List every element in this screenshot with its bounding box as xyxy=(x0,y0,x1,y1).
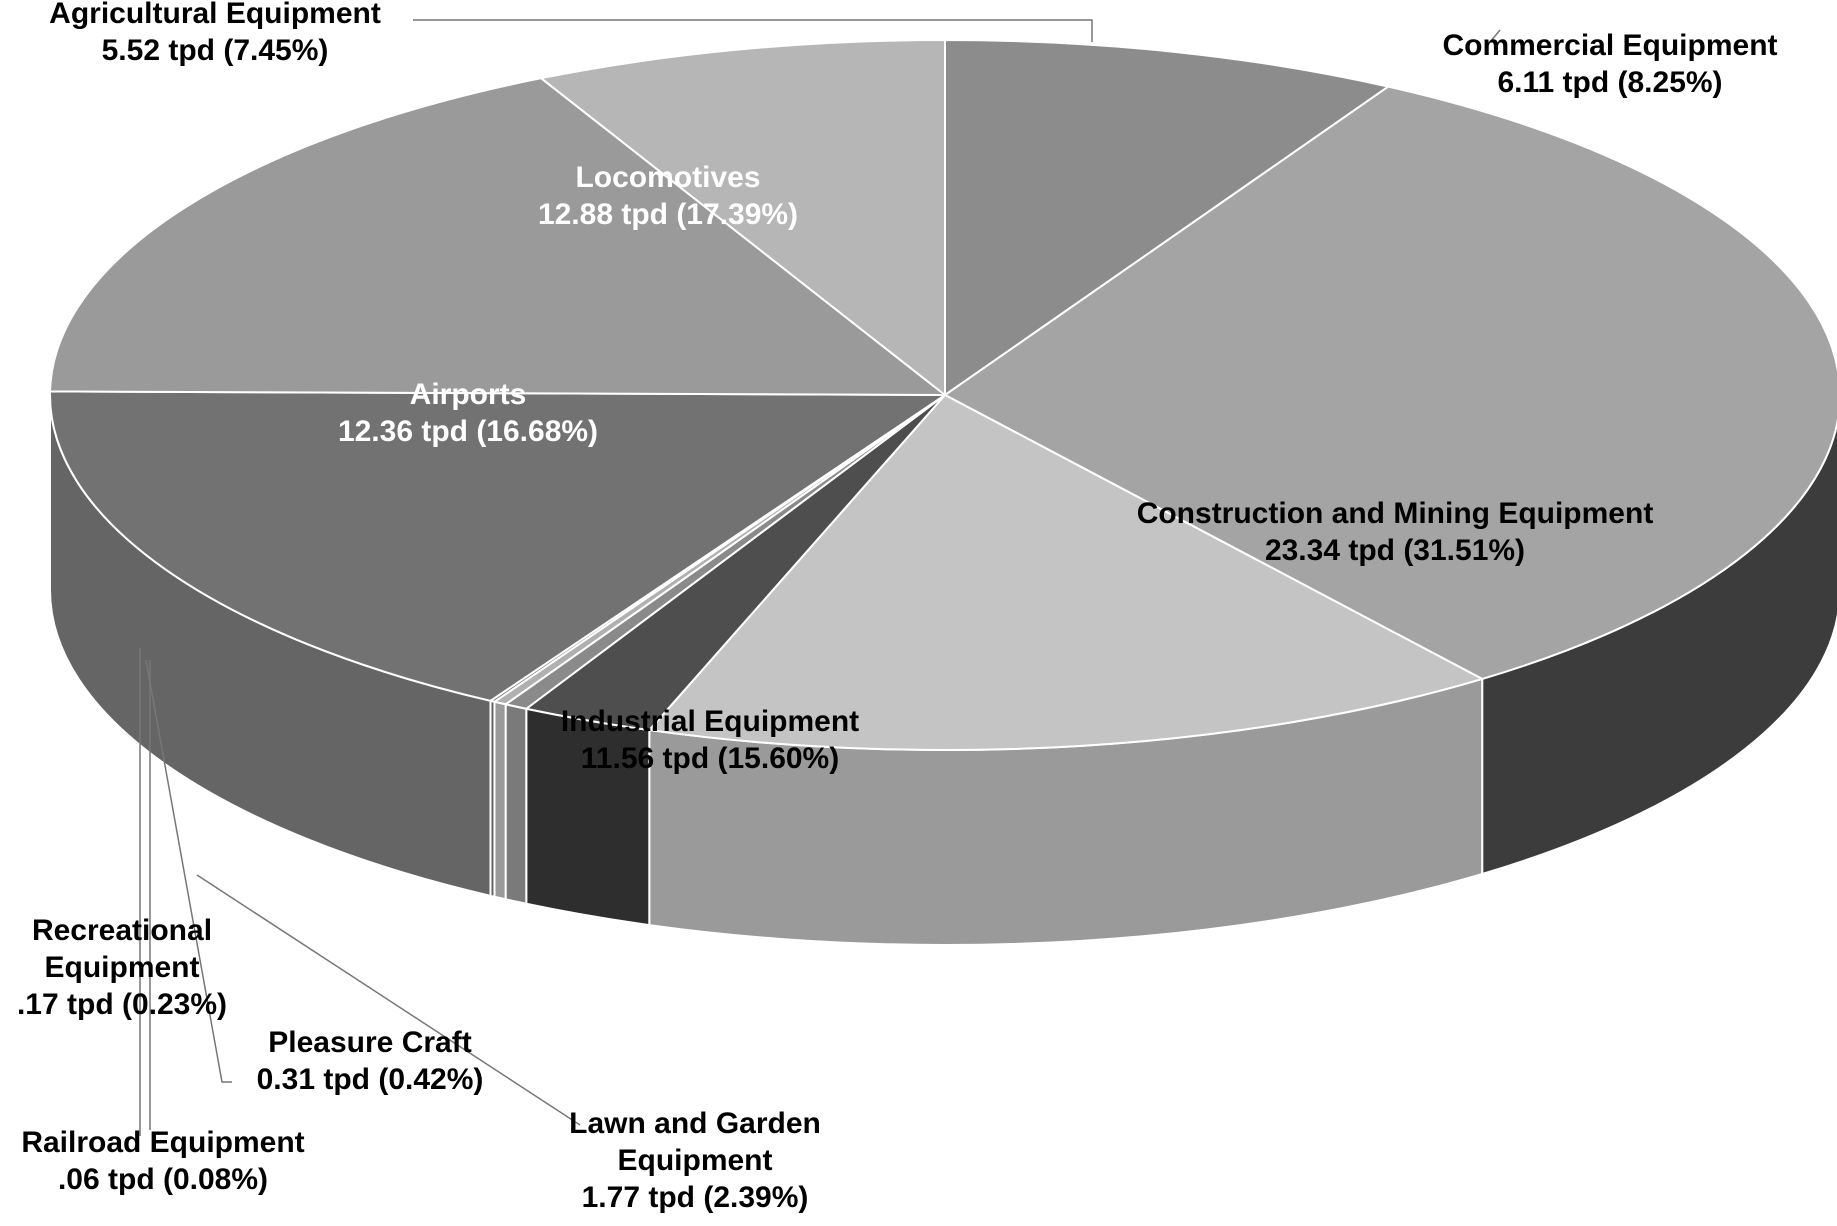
label-lawn-line: Lawn and Garden xyxy=(569,1107,821,1140)
label-commercial-line: 6.11 tpd (8.25%) xyxy=(1497,66,1722,99)
label-commercial: Commercial Equipment 6.11 tpd (8.25%) xyxy=(1442,29,1777,99)
label-locomotives-line: 12.88 tpd (17.39%) xyxy=(538,198,798,231)
label-agricultural-line: 5.52 tpd (7.45%) xyxy=(102,34,329,67)
label-lawn-line: 1.77 tpd (2.39%) xyxy=(582,1181,809,1214)
label-recreational-line: Equipment xyxy=(45,951,200,984)
pie-top-faces xyxy=(50,40,1837,750)
label-locomotives-line: Locomotives xyxy=(575,161,760,194)
label-pleasure-line: 0.31 tpd (0.42%) xyxy=(257,1063,484,1096)
label-recreational-line: .17 tpd (0.23%) xyxy=(17,988,227,1021)
label-construction-line: Construction and Mining Equipment xyxy=(1137,497,1654,530)
label-airports-line: Airports xyxy=(410,378,527,411)
label-railroad-line: Railroad Equipment xyxy=(21,1126,304,1159)
side-wall-pleasure xyxy=(506,704,527,903)
label-railroad: Railroad Equipment .06 tpd (0.08%) xyxy=(21,1126,304,1196)
side-wall-recreational xyxy=(494,702,505,900)
label-pleasure-line: Pleasure Craft xyxy=(268,1026,471,1059)
label-recreational: Recreational Equipment .17 tpd (0.23%) xyxy=(17,914,227,1021)
label-airports-line: 12.36 tpd (16.68%) xyxy=(338,415,598,448)
leader-line-agricultural xyxy=(413,20,1092,42)
label-construction-line: 23.34 tpd (31.51%) xyxy=(1265,534,1525,567)
label-pleasure: Pleasure Craft 0.31 tpd (0.42%) xyxy=(257,1026,484,1096)
label-railroad-line: .06 tpd (0.08%) xyxy=(58,1163,268,1196)
label-recreational-line: Recreational xyxy=(32,914,212,947)
label-industrial-line: Industrial Equipment xyxy=(561,705,859,738)
label-lawn-line: Equipment xyxy=(618,1144,773,1177)
label-commercial-line: Commercial Equipment xyxy=(1442,29,1777,62)
label-lawn: Lawn and Garden Equipment 1.77 tpd (2.39%) xyxy=(569,1107,821,1214)
label-agricultural: Agricultural Equipment 5.52 tpd (7.45%) xyxy=(49,0,381,67)
label-agricultural-line: Agricultural Equipment xyxy=(49,0,381,30)
label-industrial-line: 11.56 tpd (15.60%) xyxy=(581,742,839,775)
